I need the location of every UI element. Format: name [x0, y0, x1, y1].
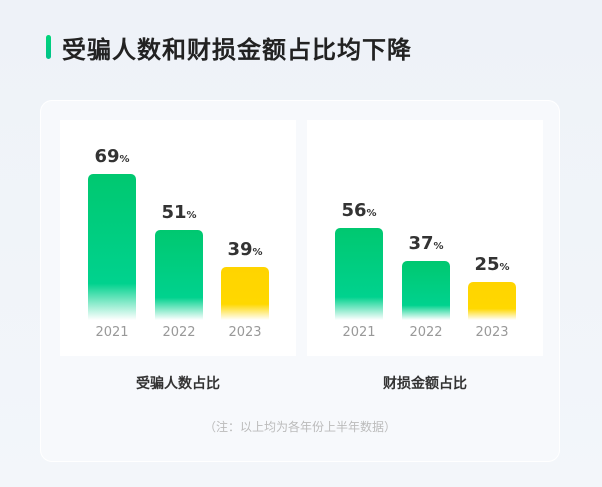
data-label: 25% [474, 253, 510, 275]
chart-title: 受骗人数占比 [136, 376, 220, 392]
chart-panel-losses: 56% 2021 37% 2022 25% 2023 [307, 120, 543, 356]
bar-2022 [155, 230, 203, 320]
bar-2022 [402, 260, 450, 320]
x-tick-label: 2021 [95, 325, 129, 340]
x-tick-label: 2022 [409, 325, 443, 340]
chart-title: 财损金额占比 [383, 376, 467, 392]
title-accent-bar [46, 35, 51, 59]
bar-2021 [88, 174, 136, 320]
x-tick-label: 2021 [342, 325, 376, 340]
data-label: 39% [227, 239, 263, 261]
bar-2023 [221, 267, 269, 320]
data-label: 69% [94, 146, 130, 168]
x-tick-label: 2023 [228, 325, 262, 340]
data-label: 37% [408, 232, 444, 254]
chart-panel-victims: 69% 2021 51% 2022 39% 2023 [60, 120, 296, 356]
footnote: （注：以上均为各年份上半年数据） [203, 420, 396, 434]
bar-2023 [468, 281, 516, 320]
x-tick-label: 2022 [162, 325, 196, 340]
data-label: 56% [341, 199, 377, 221]
bar-2021 [335, 227, 383, 320]
chart-card: 69% 2021 51% 2022 39% 2023 56% 2021 37% 2022 25% 2… [40, 100, 560, 462]
data-label: 51% [161, 202, 197, 224]
x-tick-label: 2023 [475, 325, 509, 340]
page-title: 受骗人数和财损金额占比均下降 [62, 36, 412, 64]
